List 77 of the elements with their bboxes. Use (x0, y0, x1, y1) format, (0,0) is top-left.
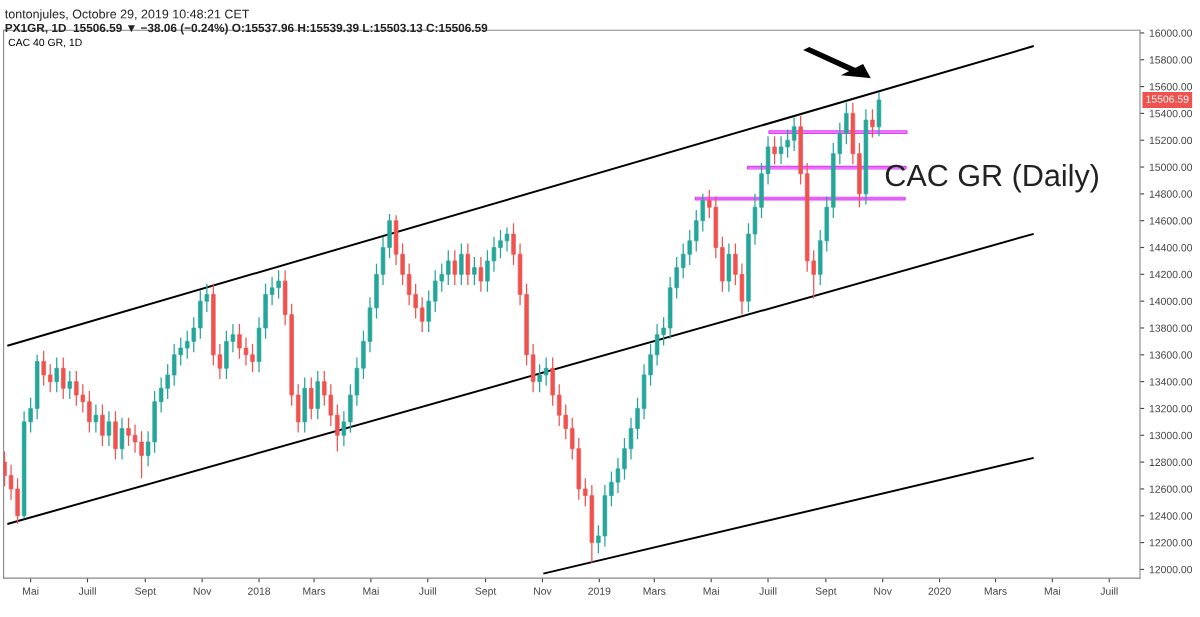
candlestick (341, 410, 347, 447)
candlestick (511, 222, 516, 266)
y-tick-label: 13200.00 (1149, 404, 1193, 413)
candlestick (41, 350, 46, 387)
x-tick-label: Mai (363, 587, 379, 595)
y-tick-label: 15800.00 (1149, 56, 1193, 64)
candlestick (465, 242, 471, 286)
y-tick-label: 12400.00 (1149, 512, 1193, 520)
x-tick-label: Juill (759, 587, 777, 595)
y-tick-label: 14000.00 (1149, 297, 1193, 306)
x-tick-label: Nov (534, 587, 552, 595)
x-tick-label: Mai (703, 587, 719, 595)
chart-subtitle: PX1GR, 1D 15506.59 ▼ −38.06 (−0.24%) O:15537.96 H:15539.39 L:15503.13 C:15506.59 (5, 23, 488, 35)
candlestick (100, 403, 105, 447)
y-tick-label: 15000.00 (1149, 163, 1193, 171)
candlestick (67, 370, 72, 400)
x-tick-label: Juill (78, 587, 96, 595)
candlestick (426, 289, 431, 333)
x-tick-label: Mai (1044, 587, 1061, 595)
candlestick (446, 249, 451, 286)
x-tick-label: Nov (193, 587, 212, 595)
candlestick (772, 135, 777, 165)
x-tick-label: Mars (303, 587, 326, 595)
candlestick (54, 356, 59, 393)
candlestick (452, 249, 458, 286)
y-tick-label: 13400.00 (1149, 378, 1193, 386)
y-tick-label: 14800.00 (1149, 190, 1193, 198)
x-tick-label: Juill (1100, 587, 1118, 595)
y-tick-label: 13600.00 (1149, 351, 1193, 359)
candlestick (870, 108, 875, 139)
candlestick (106, 410, 112, 447)
y-tick-label: 12000.00 (1149, 565, 1193, 574)
candlestick (126, 417, 131, 447)
candlestick (459, 242, 464, 286)
candlestick (93, 403, 99, 434)
x-tick-label: 2018 (247, 587, 271, 595)
x-tick-label: Sept (135, 587, 156, 597)
candlestick (543, 356, 549, 387)
y-tick-label: 12200.00 (1149, 539, 1193, 547)
candlestick (537, 363, 542, 393)
candlestick (87, 390, 92, 434)
candlestick (844, 102, 849, 145)
candlestick (119, 417, 125, 461)
x-tick-label: Nov (874, 587, 892, 595)
x-tick-label: Mars (984, 587, 1007, 595)
y-tick-label: 16000.00 (1149, 29, 1193, 37)
x-tick-label: Sept (475, 587, 497, 597)
y-tick-label: 14400.00 (1149, 244, 1193, 252)
y-tick-label: 13800.00 (1149, 324, 1193, 332)
candlestick (250, 343, 255, 373)
y-tick-label: 15400.00 (1149, 109, 1193, 118)
y-tick-label: 15200.00 (1149, 136, 1193, 145)
candlestick (48, 363, 53, 393)
candlestick (478, 256, 484, 293)
x-tick-label: Mai (23, 587, 39, 595)
y-tick-label: 15600.00 (1149, 83, 1193, 91)
x-tick-label: Juill (418, 587, 437, 595)
y-tick-label: 12600.00 (1149, 485, 1193, 493)
candlestick (472, 256, 477, 286)
annotation: CAC GR (Daily) (885, 163, 1098, 193)
y-tick-label: 14200.00 (1149, 270, 1193, 279)
y-tick-label: 14600.00 (1149, 217, 1193, 225)
candlestick (61, 356, 66, 400)
x-tick-label: 2020 (928, 587, 951, 595)
y-tick-label: 13000.00 (1149, 431, 1193, 440)
text: 15506.59 (1146, 95, 1189, 103)
chart-title: tontonjules, Octobre 29, 2019 10:48:21 CET (4, 9, 250, 21)
x-tick-label: Mars (643, 587, 666, 595)
candlestick (791, 116, 797, 152)
annotation: CAC 40 GR, 1D (8, 38, 82, 48)
candlestick (419, 296, 425, 333)
candlestick (3, 450, 7, 487)
candlestick (309, 376, 314, 420)
x-tick-label: Sept (815, 587, 837, 597)
y-tick-label: 12800.00 (1149, 458, 1193, 466)
candlestick (335, 403, 340, 453)
x-tick-label: 2019 (588, 587, 611, 595)
